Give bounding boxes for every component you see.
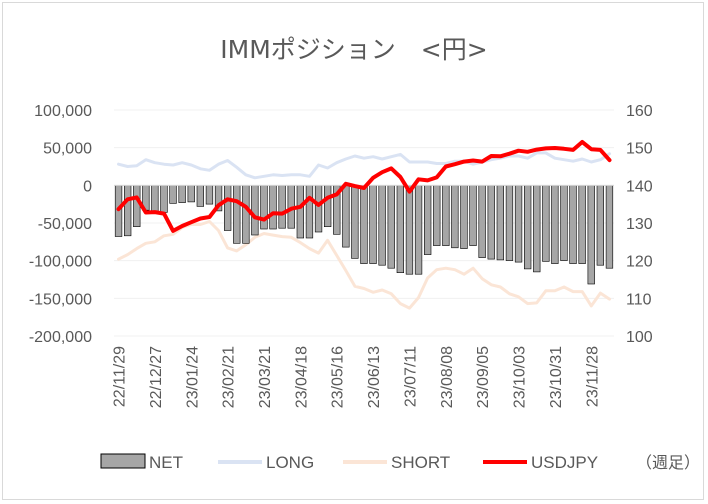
net-bar: [396, 185, 404, 274]
net-bar: [251, 185, 259, 236]
x-tick-label: 23/05/16: [330, 346, 347, 408]
net-bar: [187, 185, 195, 203]
x-tick-label: 23/09/05: [475, 346, 492, 408]
net-bar: [323, 185, 332, 228]
net-bar: [551, 185, 559, 264]
net-bars: [114, 184, 614, 285]
net-bar: [224, 185, 232, 231]
legend-label-short: SHORT: [391, 453, 450, 472]
net-bar: [478, 185, 486, 258]
net-bar: [233, 185, 241, 244]
long-line: [117, 151, 611, 180]
net-bar: [242, 185, 250, 244]
left-tick-label: 100,000: [34, 103, 92, 120]
x-tick-label: 23/02/21: [221, 346, 238, 408]
x-tick-label: 22/11/29: [112, 346, 129, 407]
chart-title: IMMポジション <円>: [220, 35, 487, 64]
net-bar: [296, 185, 304, 239]
legend-swatch-net: [100, 453, 146, 469]
net-bar: [496, 185, 504, 261]
net-bar: [260, 185, 268, 230]
net-bar: [178, 185, 186, 203]
net-bar: [469, 185, 477, 246]
net-bar: [460, 185, 468, 249]
x-axis-ticks: 22/11/29 22/12/27 23/01/24 23/02/21 23/03/21…: [112, 346, 602, 408]
legend: NET LONG SHORT USDJPY: [100, 453, 598, 472]
x-tick-label: 22/12/27: [148, 346, 165, 408]
long-series: [117, 151, 611, 180]
left-tick-label: 0: [83, 178, 92, 195]
frequency-note: （週足）: [636, 453, 700, 472]
net-bar: [351, 185, 359, 259]
right-axis-ticks: 160 150 140 130 120 110 100: [626, 103, 653, 346]
net-bar: [151, 185, 159, 213]
legend-label-usdjpy: USDJPY: [531, 453, 598, 472]
left-tick-label: -150,000: [29, 291, 92, 308]
net-bar: [505, 185, 514, 261]
net-bar: [451, 185, 459, 249]
net-bar: [314, 185, 323, 233]
net-bar: [596, 185, 604, 266]
net-bar: [514, 185, 523, 263]
right-tick-label: 160: [626, 103, 653, 120]
net-bar: [405, 185, 414, 275]
left-tick-label: -100,000: [29, 254, 92, 271]
net-bar: [578, 185, 586, 264]
net-bar: [342, 185, 350, 248]
right-tick-label: 140: [626, 178, 653, 195]
net-bar: [523, 185, 532, 270]
net-bar: [305, 185, 314, 239]
short-line: [117, 220, 611, 310]
net-bar: [433, 185, 441, 246]
net-bar: [605, 185, 614, 269]
net-bar: [442, 185, 450, 246]
left-tick-label: -200,000: [29, 329, 92, 346]
x-tick-label: 23/07/11: [403, 346, 420, 407]
x-tick-label: 23/01/24: [184, 346, 201, 408]
usdjpy-line: [116, 140, 612, 233]
net-bar: [378, 185, 386, 266]
x-tick-label: 23/03/21: [257, 346, 274, 408]
right-tick-label: 100: [626, 329, 653, 346]
net-bar: [587, 185, 595, 285]
net-bar: [423, 185, 432, 255]
net-bar: [133, 185, 141, 228]
x-tick-label: 23/06/13: [366, 346, 383, 408]
x-tick-label: 23/10/31: [548, 346, 565, 408]
net-bar: [196, 185, 204, 207]
right-tick-label: 130: [626, 216, 653, 233]
legend-label-net: NET: [149, 453, 183, 472]
net-bar: [542, 185, 550, 262]
net-bar: [569, 185, 577, 264]
left-axis-ticks: 100,000 50,000 0 -50,000 -100,000 -150,000 -20…: [29, 103, 92, 346]
net-bar: [169, 185, 177, 204]
short-series: [117, 220, 611, 310]
x-tick-label: 23/10/03: [512, 346, 529, 408]
net-bar: [414, 185, 423, 275]
net-bar: [269, 185, 277, 230]
net-bar: [533, 185, 541, 273]
right-tick-label: 150: [626, 141, 653, 158]
net-bar: [205, 185, 214, 205]
net-bar: [387, 185, 395, 269]
usdjpy-series: [116, 140, 612, 233]
legend-label-long: LONG: [266, 453, 314, 472]
x-tick-label: 23/11/28: [584, 346, 601, 407]
net-bar: [369, 185, 377, 264]
net-bar: [487, 185, 495, 260]
net-bar: [360, 185, 368, 264]
right-tick-label: 120: [626, 254, 653, 271]
net-bar: [560, 185, 568, 261]
net-bar: [160, 185, 168, 213]
x-tick-label: 23/04/18: [293, 346, 310, 408]
left-tick-label: -50,000: [38, 216, 92, 233]
x-tick-label: 23/08/08: [439, 346, 456, 408]
net-bar: [278, 185, 286, 229]
left-tick-label: 50,000: [43, 141, 92, 158]
right-tick-label: 110: [626, 291, 652, 308]
net-bar: [124, 185, 132, 237]
